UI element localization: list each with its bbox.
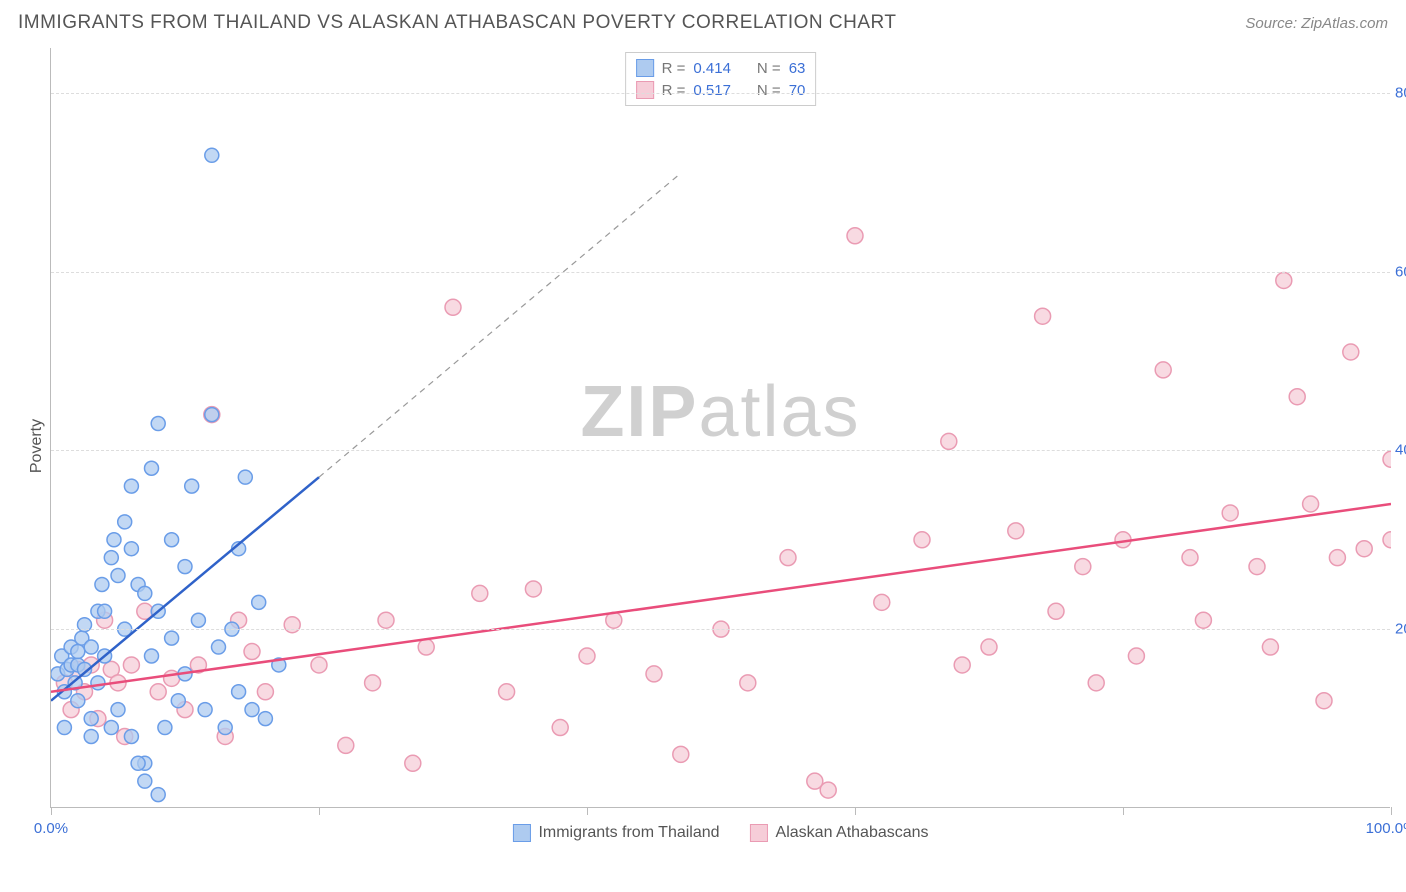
scatter-svg (51, 48, 1391, 808)
xtick (1123, 807, 1124, 815)
legend-row-series2: R = 0.517 N = 70 (636, 79, 806, 101)
source-attribution: Source: ZipAtlas.com (1245, 15, 1388, 32)
legend-series: Immigrants from Thailand Alaskan Athabas… (512, 824, 928, 842)
xtick (855, 807, 856, 815)
swatch-series1 (636, 59, 654, 77)
xtick-label: 0.0% (34, 820, 68, 837)
gridline (51, 93, 1390, 94)
plot-region: ZIPatlas R = 0.414 N = 63 R = 0.517 N = … (50, 48, 1390, 808)
xtick (1391, 807, 1392, 815)
swatch-series2-bottom (750, 824, 768, 842)
gridline (51, 450, 1390, 451)
ytick-label: 80.0% (1395, 84, 1406, 101)
ytick-label: 20.0% (1395, 621, 1406, 638)
gridline (51, 272, 1390, 273)
legend-item-series1: Immigrants from Thailand (512, 824, 719, 842)
xtick-label: 100.0% (1366, 820, 1406, 837)
swatch-series2 (636, 81, 654, 99)
chart-area: ZIPatlas R = 0.414 N = 63 R = 0.517 N = … (50, 48, 1390, 808)
xtick (51, 807, 52, 815)
ytick-label: 60.0% (1395, 263, 1406, 280)
y-axis-label: Poverty (28, 419, 46, 473)
legend-row-series1: R = 0.414 N = 63 (636, 57, 806, 79)
chart-title: IMMIGRANTS FROM THAILAND VS ALASKAN ATHA… (18, 12, 897, 34)
ytick-label: 40.0% (1395, 442, 1406, 459)
xtick (587, 807, 588, 815)
xtick (319, 807, 320, 815)
swatch-series1-bottom (512, 824, 530, 842)
gridline (51, 629, 1390, 630)
legend-stats: R = 0.414 N = 63 R = 0.517 N = 70 (625, 52, 817, 106)
legend-item-series2: Alaskan Athabascans (750, 824, 929, 842)
